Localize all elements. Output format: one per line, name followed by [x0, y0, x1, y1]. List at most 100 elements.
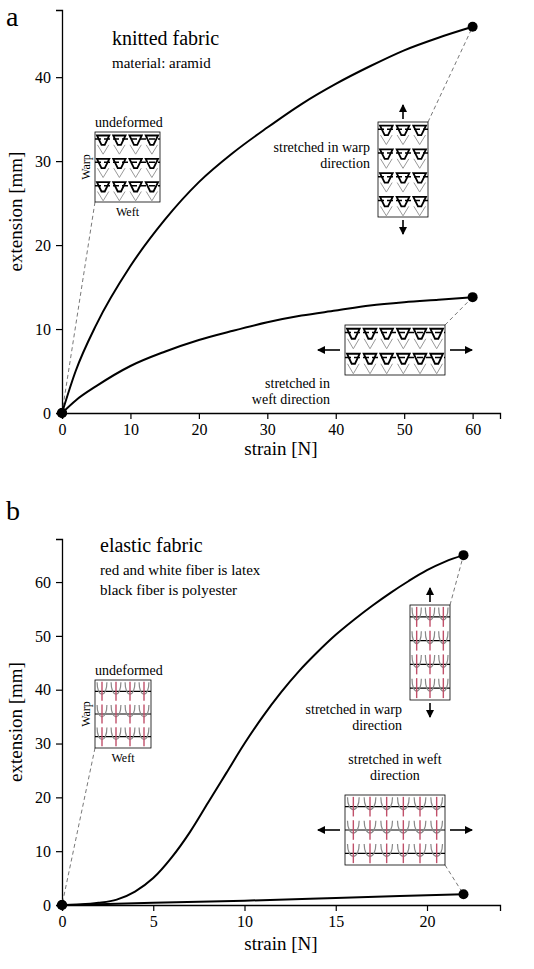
endpoint: [57, 900, 67, 910]
inset-loop: [347, 329, 360, 339]
tick-label: 50: [35, 628, 51, 645]
inset-loop: [414, 135, 426, 145]
inset-latex: [115, 727, 116, 746]
axis-line: [56, 11, 63, 414]
inset-loop: [381, 364, 393, 374]
inset-loop: [397, 173, 410, 183]
arrow: [318, 349, 340, 351]
inset-loop: [397, 354, 410, 364]
inset-loop: [398, 364, 410, 374]
inset-latex: [436, 844, 437, 864]
inset-frame: [345, 795, 445, 865]
tick-label: 20: [35, 789, 51, 806]
inset-loop: [431, 339, 443, 349]
inset-loop: [114, 192, 125, 201]
inset-undeformed: undeformedWarpWeft: [62, 663, 163, 905]
inset-loop: [130, 168, 141, 177]
tick: 40: [35, 681, 62, 698]
inset-latex: [416, 607, 417, 627]
leader-line: [62, 748, 95, 905]
inset-loop: [97, 168, 108, 177]
inset-loop: [380, 173, 393, 183]
arrow: [429, 588, 431, 602]
tick-label: 10: [35, 843, 51, 860]
leader-line: [445, 865, 464, 894]
inset-latex: [429, 678, 430, 698]
tick-mark: [56, 743, 62, 744]
inset-yarn: [345, 853, 445, 854]
tick: 60: [465, 413, 481, 438]
tick: 10: [123, 413, 139, 438]
y-axis-title: extension [mm]: [5, 152, 26, 272]
endpoint: [57, 900, 67, 910]
inset-latex: [115, 682, 116, 701]
inset-loop: [381, 339, 393, 349]
axis-line: [63, 906, 501, 912]
tick: 40: [328, 413, 344, 438]
tick: 15: [328, 905, 344, 930]
inset-loop: [397, 149, 410, 159]
subtitle: black fiber is polyester: [100, 582, 237, 598]
inset-loop: [380, 126, 393, 136]
y-axis-title: extension [mm]: [5, 662, 26, 782]
tick-label: 30: [35, 153, 51, 170]
inset-stretched: stretched in warpdirection: [274, 27, 473, 234]
arrow: [450, 349, 472, 351]
inset-latex: [416, 631, 417, 651]
inset-latex: [115, 704, 116, 723]
inset-loop: [348, 364, 360, 374]
inset-loop: [414, 364, 426, 374]
tick-label: 40: [328, 421, 344, 438]
endpoint: [459, 550, 469, 560]
inset-loop: [414, 339, 426, 349]
panel: 0102030405060010203040strain [N]extensio…: [5, 1, 501, 459]
inset-latex: [101, 727, 102, 746]
tick-mark: [199, 413, 200, 419]
tick-mark: [56, 161, 62, 162]
inset-loop: [129, 182, 141, 191]
inset-yarn: [95, 185, 160, 187]
inset-label: undeformed: [95, 115, 163, 130]
inset-stretched: stretched in warpdirection: [306, 555, 464, 733]
tick: 10: [35, 321, 62, 338]
inset-latex: [129, 682, 130, 701]
tick-label: 60: [35, 574, 51, 591]
inset-yarn: [345, 332, 445, 334]
axis-line: [56, 540, 63, 906]
tick-mark: [267, 413, 268, 419]
inset-loop: [364, 364, 376, 374]
tick-mark: [56, 636, 62, 637]
inset-latex: [436, 820, 437, 840]
arrow: [429, 703, 431, 717]
endpoint: [57, 408, 67, 418]
inset-yarn: [345, 357, 445, 359]
inset-latex: [429, 654, 430, 674]
tick-label: 10: [35, 321, 51, 338]
tick: 30: [35, 735, 62, 752]
tick: 50: [397, 413, 413, 438]
title: elastic fabric: [100, 534, 203, 556]
inset-yarn: [345, 829, 445, 830]
figure: 0102030405060010203040strain [N]extensio…: [0, 0, 534, 969]
inset-loop: [146, 159, 158, 168]
inset-frame: [95, 132, 160, 202]
curve: [62, 27, 473, 413]
curve: [62, 555, 464, 905]
inset-label: undeformed: [95, 663, 163, 678]
inset-loop: [130, 145, 141, 154]
inset-latex: [143, 727, 144, 746]
inset-latex: [429, 631, 430, 651]
inset-loop: [414, 159, 426, 169]
tick-mark: [56, 690, 62, 691]
tick-mark: [153, 905, 154, 911]
tick: 5: [150, 905, 158, 930]
series-label: stretched in warpdirection: [274, 140, 370, 171]
inset-loop: [146, 145, 157, 154]
inset-loop: [381, 206, 393, 216]
inset-loop: [97, 192, 108, 201]
plot-lines: [62, 27, 473, 413]
inset-latex: [443, 678, 444, 698]
inset-latex: [143, 682, 144, 701]
tick-label: 20: [420, 913, 436, 930]
tick-label: 30: [260, 421, 276, 438]
